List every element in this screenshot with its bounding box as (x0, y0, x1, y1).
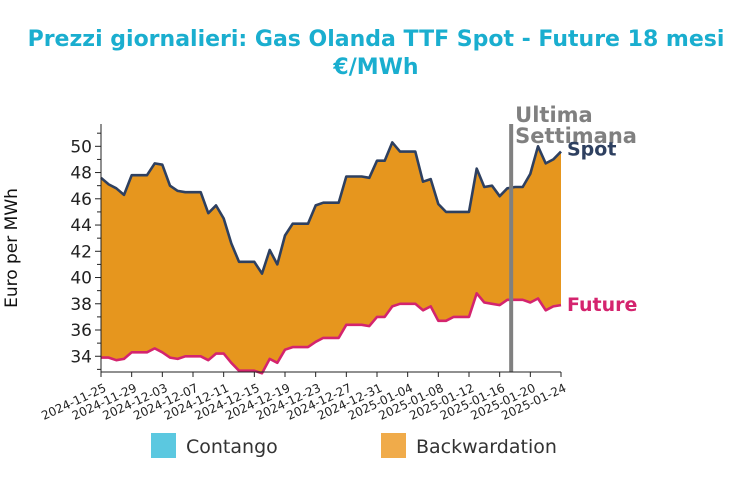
spot-series-line (100, 141, 562, 275)
spot-series-label: Spot (567, 139, 616, 161)
y-tick-label: 38 (70, 295, 92, 315)
legend: Contango Backwardation (151, 433, 557, 458)
backwardation-area (101, 142, 561, 374)
future-series-label: Future (567, 294, 637, 316)
y-axis-label: Euro per MWh (2, 188, 22, 308)
y-ticks: 34 36 38 40 42 44 46 48 50 (70, 132, 101, 370)
legend-label-contango: Contango (186, 436, 278, 458)
future-series-line (101, 292, 562, 375)
y-tick-label: 44 (70, 216, 92, 236)
y-tick-label: 46 (70, 190, 92, 210)
plot-area (100, 124, 562, 375)
legend-label-backwardation: Backwardation (416, 436, 557, 458)
y-tick-label: 50 (70, 137, 92, 157)
legend-swatch-backwardation (381, 433, 406, 458)
chart-title: Prezzi giornalieri: Gas Olanda TTF Spot … (28, 27, 725, 52)
y-tick-label: 40 (70, 269, 92, 289)
marker-label-line1: Ultima (515, 103, 593, 127)
chart-subtitle: €/MWh (332, 55, 418, 80)
y-tick-label: 34 (70, 347, 92, 367)
y-tick-label: 36 (70, 321, 92, 341)
y-tick-label: 48 (70, 164, 92, 184)
legend-swatch-contango (151, 433, 176, 458)
marker-label-line2: Settimana (515, 124, 637, 148)
y-tick-label: 42 (70, 242, 92, 262)
x-ticks: 2024-11-252024-11-292024-12-032024-12-07… (39, 372, 568, 423)
